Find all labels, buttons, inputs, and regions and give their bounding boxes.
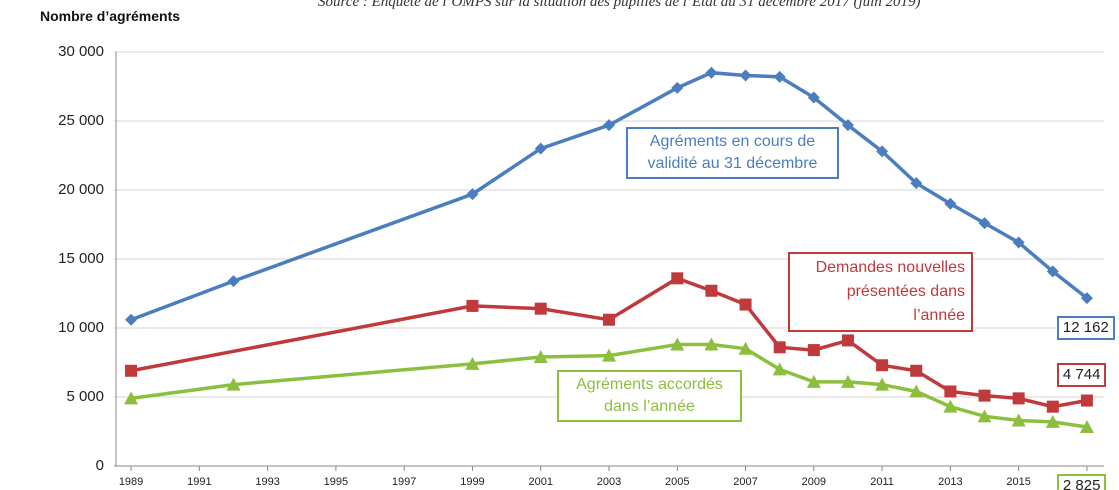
x-tick-label: 1993: [255, 476, 279, 488]
marker: [671, 81, 684, 94]
x-tick-label: 2001: [528, 476, 552, 488]
x-tick-label: 2013: [938, 476, 962, 488]
x-tick-label: 1995: [324, 476, 348, 488]
marker: [534, 302, 547, 315]
legend-box: Agréments en cours de validité au 31 déc…: [626, 127, 839, 179]
marker: [876, 359, 889, 372]
marker: [944, 385, 957, 398]
data-label: 4 744: [1056, 362, 1107, 387]
marker: [226, 377, 241, 391]
marker: [773, 70, 786, 83]
marker: [124, 391, 139, 405]
marker: [705, 66, 718, 79]
y-tick-label: 0: [96, 457, 104, 474]
marker: [125, 364, 138, 377]
x-tick-label: 1989: [119, 476, 143, 488]
marker: [875, 377, 890, 391]
data-label: 12 162: [1056, 316, 1115, 341]
marker: [978, 389, 991, 402]
x-tick-label: 1997: [392, 476, 416, 488]
y-tick-label: 15 000: [58, 250, 104, 267]
series-line: [130, 342, 1088, 429]
marker: [840, 374, 855, 388]
marker: [1080, 292, 1093, 305]
marker: [841, 334, 854, 347]
marker: [841, 119, 854, 132]
y-axis-title: Nombre d’agréments: [40, 8, 181, 24]
marker: [738, 341, 753, 355]
legend-box: Agréments accordés dans l’année: [557, 370, 742, 422]
marker: [533, 349, 548, 363]
marker: [773, 341, 786, 354]
series-line: [130, 70, 1089, 322]
marker: [671, 272, 684, 285]
y-tick-label: 20 000: [58, 181, 104, 198]
x-tick-label: 2011: [870, 476, 894, 488]
x-tick-label: 2009: [802, 476, 826, 488]
marker: [910, 364, 923, 377]
marker: [603, 313, 615, 326]
y-tick-label: 25 000: [58, 112, 104, 129]
marker: [534, 142, 547, 155]
y-tick-label: 10 000: [58, 319, 104, 336]
marker: [704, 337, 719, 351]
x-tick-label: 1999: [460, 476, 484, 488]
x-tick-label: 2005: [665, 476, 689, 488]
marker: [807, 344, 820, 357]
marker: [705, 284, 718, 297]
marker: [806, 374, 821, 388]
marker: [1012, 392, 1025, 405]
marker: [466, 188, 479, 201]
marker: [909, 384, 924, 398]
marker: [1046, 265, 1059, 278]
marker: [944, 197, 957, 210]
marker: [465, 356, 480, 370]
marker: [1012, 236, 1025, 249]
marker: [603, 119, 615, 132]
y-tick-label: 30 000: [58, 43, 104, 60]
marker: [977, 409, 992, 423]
marker: [772, 362, 787, 376]
marker: [943, 399, 958, 413]
marker: [739, 69, 752, 82]
marker: [227, 275, 240, 288]
marker: [978, 217, 991, 230]
marker: [1011, 413, 1026, 427]
marker: [876, 145, 889, 158]
legend-box: Demandes nouvelles présentées dans l’ann…: [788, 252, 973, 332]
marker: [125, 313, 138, 326]
x-tick-label: 1991: [187, 476, 211, 488]
x-tick-label: 2015: [1006, 476, 1030, 488]
marker: [739, 298, 752, 311]
marker: [1079, 420, 1094, 434]
marker: [602, 348, 616, 362]
marker: [807, 91, 820, 104]
source-note: Source : Enquête de l’OMPS sur la situat…: [318, 0, 921, 10]
marker: [670, 337, 685, 351]
y-tick-label: 5 000: [66, 388, 104, 405]
marker: [910, 177, 923, 190]
marker: [466, 299, 479, 312]
x-tick-label: 2003: [597, 476, 621, 488]
x-tick-label: 2007: [733, 476, 757, 488]
marker: [1080, 394, 1093, 407]
data-label: 2 825: [1056, 474, 1107, 490]
marker: [1046, 400, 1059, 413]
marker: [1045, 414, 1060, 428]
